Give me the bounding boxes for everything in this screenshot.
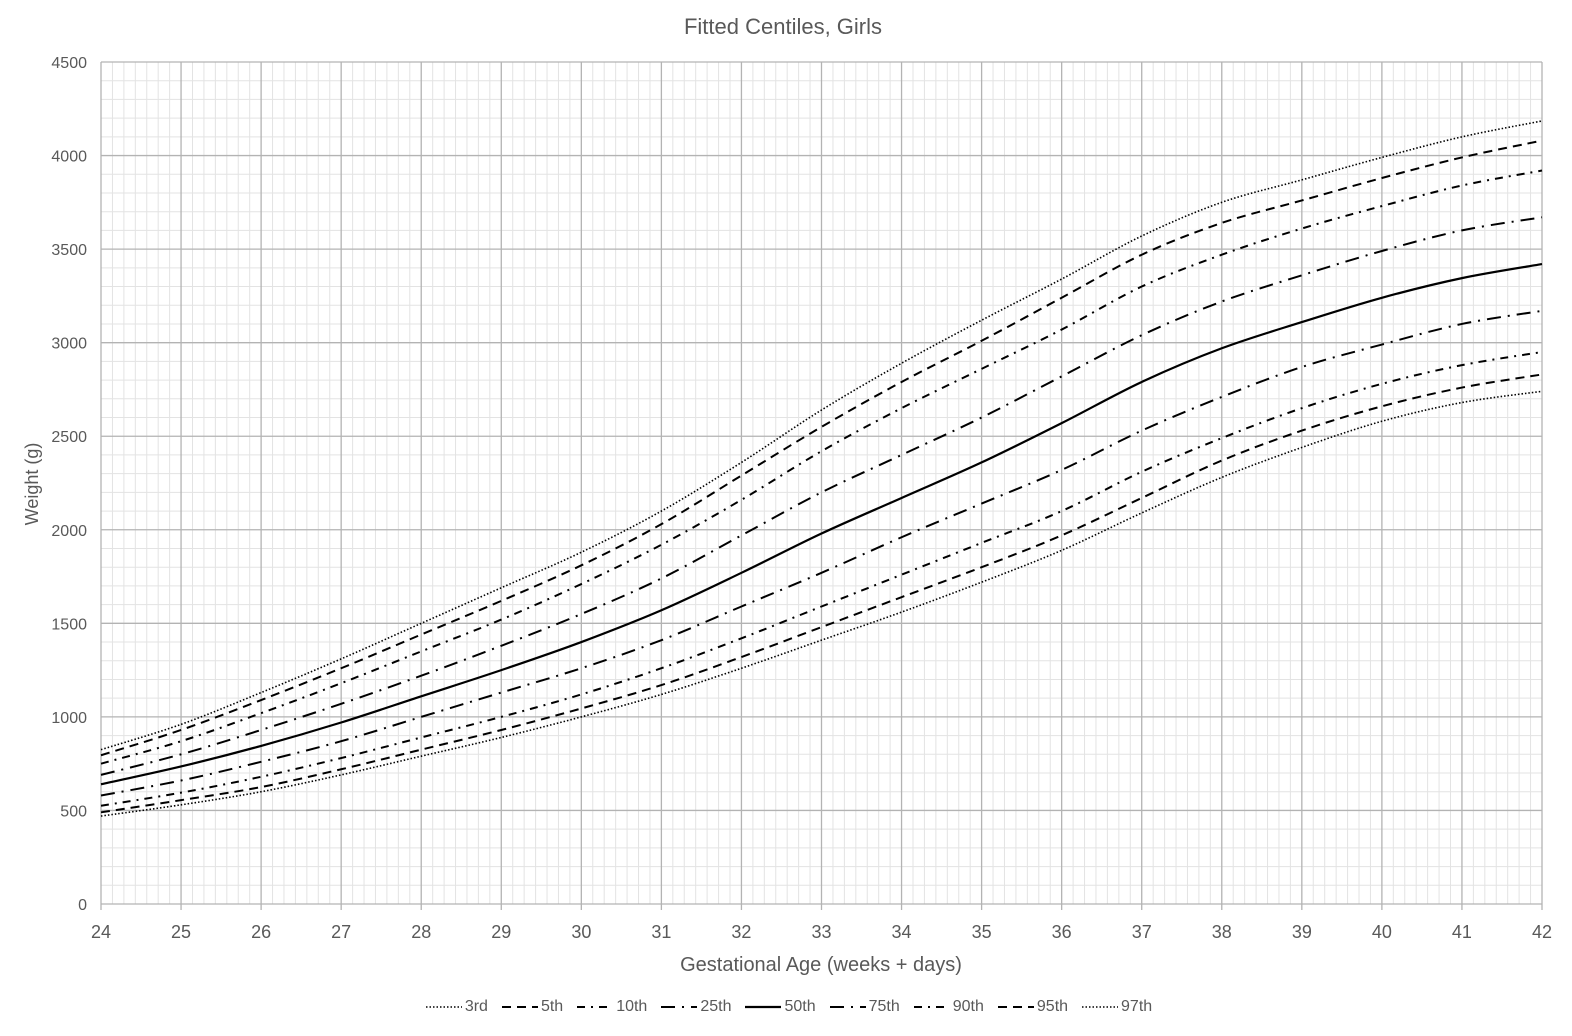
series-line-50th [100,262,1543,786]
series-line-25th [100,309,1543,797]
series-line-95th [100,139,1543,757]
x-tick-label: 25 [171,922,191,942]
y-axis-title: Weight (g) [22,443,42,526]
legend-swatch [913,1006,950,1008]
legend-item-90th: 90th [913,998,984,1016]
x-tick-label: 39 [1292,922,1312,942]
x-axis-title: Gestational Age (weeks + days) [680,954,962,976]
series-line-75th [100,216,1543,776]
x-tick-label: 33 [811,922,831,942]
series-line-3rd [100,390,1543,817]
legend-swatch [501,1006,538,1008]
series-line-5th [100,373,1543,814]
series-line-97th [100,120,1543,751]
x-tick-labels: 24 25 26 27 28 29 30 31 32 33 34 35 36 37 38 39 40 41 42 [91,922,1552,942]
legend-label: 50th [784,998,816,1015]
x-tick-label: 35 [972,922,992,942]
x-tick-label: 24 [91,922,111,942]
x-tick-label: 34 [892,922,912,942]
x-tick-label: 30 [571,922,591,942]
x-tick-label: 36 [1052,922,1072,942]
series-line-10th [100,351,1543,807]
legend-item-10th: 10th [577,998,647,1016]
x-tick-label: 31 [651,922,671,942]
y-tick-label: 3500 [51,242,87,259]
legend-item-95th: 95th [997,998,1069,1016]
legend-label: 97th [1121,998,1153,1015]
legend-label: 3rd [464,998,488,1015]
legend-swatch [577,1006,614,1008]
y-tick-label: 2500 [51,429,87,446]
y-tick-label: 1000 [51,710,87,727]
x-tick-label: 32 [731,922,751,942]
x-tick-label: 27 [331,922,351,942]
x-tick-label: 37 [1132,922,1152,942]
chart-title: Fitted Centiles, Girls [684,14,882,39]
y-tick-label: 4000 [51,149,87,166]
legend-label: 75th [868,998,900,1015]
y-tick-label: 2000 [51,523,87,540]
legend-swatch [661,1006,698,1008]
legend-item-75th: 75th [829,998,900,1016]
y-tick-label: 3000 [51,336,87,353]
x-tick-label: 40 [1372,922,1392,942]
y-tick-label: 0 [78,897,87,914]
x-tick-label: 26 [251,922,271,942]
y-tick-label: 500 [60,803,87,820]
legend: 3rd 5th 10th 25th 50th 75th 90th 95th 97th [0,998,1572,1016]
legend-item-5th: 5th [501,998,564,1016]
grid [100,61,1543,910]
x-tick-label: 28 [411,922,431,942]
legend-label: 95th [1036,998,1069,1015]
legend-swatch [425,1006,462,1008]
legend-swatch [997,1006,1034,1008]
legend-item-25th: 25th [661,998,731,1016]
legend-item-97th: 97th [1082,998,1152,1016]
legend-item-50th: 50th [745,998,816,1016]
x-tick-label: 41 [1452,922,1472,942]
legend-item-3rd: 3rd [425,998,488,1016]
legend-swatch [1082,1006,1119,1008]
legend-label: 25th [700,998,732,1015]
legend-label: 5th [540,998,564,1015]
series-lines [100,120,1543,817]
legend-label: 90th [952,998,984,1015]
legend-label: 10th [616,998,648,1015]
legend-swatch [829,1006,866,1008]
x-tick-label: 38 [1212,922,1232,942]
x-tick-label: 29 [491,922,511,942]
y-tick-label: 4500 [51,55,87,72]
legend-swatch [745,1005,782,1009]
y-tick-labels: 0 500 1000 1500 2000 2500 3000 3500 4000 4500 [51,55,87,914]
y-tick-label: 1500 [51,616,87,633]
x-tick-label: 42 [1532,922,1552,942]
